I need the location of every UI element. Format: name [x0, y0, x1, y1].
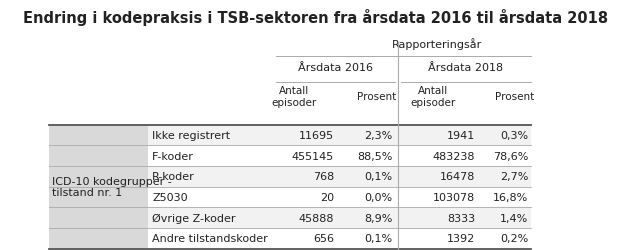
Text: 20: 20	[320, 192, 334, 202]
Text: Endring i kodepraksis i TSB-sektoren fra årsdata 2016 til årsdata 2018: Endring i kodepraksis i TSB-sektoren fra…	[23, 9, 608, 26]
Text: 8333: 8333	[447, 213, 475, 223]
Text: Ikke registrert: Ikke registrert	[152, 130, 230, 140]
Text: Årsdata 2016: Årsdata 2016	[298, 63, 373, 73]
Text: 11695: 11695	[299, 130, 334, 140]
Text: 1392: 1392	[447, 233, 475, 243]
Text: 768: 768	[313, 172, 334, 181]
Text: 0,1%: 0,1%	[365, 172, 392, 181]
Bar	[49, 146, 531, 166]
Text: 2,7%: 2,7%	[500, 172, 528, 181]
Bar	[49, 208, 531, 228]
Bar	[49, 187, 531, 208]
Text: Øvrige Z-koder: Øvrige Z-koder	[152, 213, 235, 223]
Text: 483238: 483238	[433, 151, 475, 161]
Text: R-koder: R-koder	[152, 172, 195, 181]
Bar	[49, 166, 531, 187]
Text: 2,3%: 2,3%	[365, 130, 392, 140]
Text: 103078: 103078	[433, 192, 475, 202]
Text: 78,6%: 78,6%	[493, 151, 528, 161]
Text: Prosent: Prosent	[495, 92, 534, 102]
Text: 0,2%: 0,2%	[500, 233, 528, 243]
Text: 1941: 1941	[447, 130, 475, 140]
Text: 656: 656	[313, 233, 334, 243]
Bar	[49, 228, 531, 248]
Text: ICD-10 kodegrupper -
tilstand nr. 1: ICD-10 kodegrupper - tilstand nr. 1	[52, 176, 172, 198]
Text: Prosent: Prosent	[357, 92, 396, 102]
Text: Z5030: Z5030	[152, 192, 188, 202]
Text: 1,4%: 1,4%	[500, 213, 528, 223]
Text: 0,1%: 0,1%	[365, 233, 392, 243]
Text: Rapporteringsår: Rapporteringsår	[391, 38, 481, 49]
Text: Årsdata 2018: Årsdata 2018	[428, 63, 504, 73]
Text: 0,0%: 0,0%	[365, 192, 392, 202]
Text: Andre tilstandskoder: Andre tilstandskoder	[152, 233, 268, 243]
Text: Antall
episoder: Antall episoder	[271, 86, 317, 107]
Text: F-koder: F-koder	[152, 151, 194, 161]
Text: 16,8%: 16,8%	[493, 192, 528, 202]
Text: 8,9%: 8,9%	[364, 213, 392, 223]
Text: 455145: 455145	[292, 151, 334, 161]
Text: 0,3%: 0,3%	[500, 130, 528, 140]
Bar	[49, 125, 531, 146]
Text: 16478: 16478	[440, 172, 475, 181]
Text: Antall
episoder: Antall episoder	[410, 86, 455, 107]
Text: 45888: 45888	[298, 213, 334, 223]
Text: 88,5%: 88,5%	[357, 151, 392, 161]
